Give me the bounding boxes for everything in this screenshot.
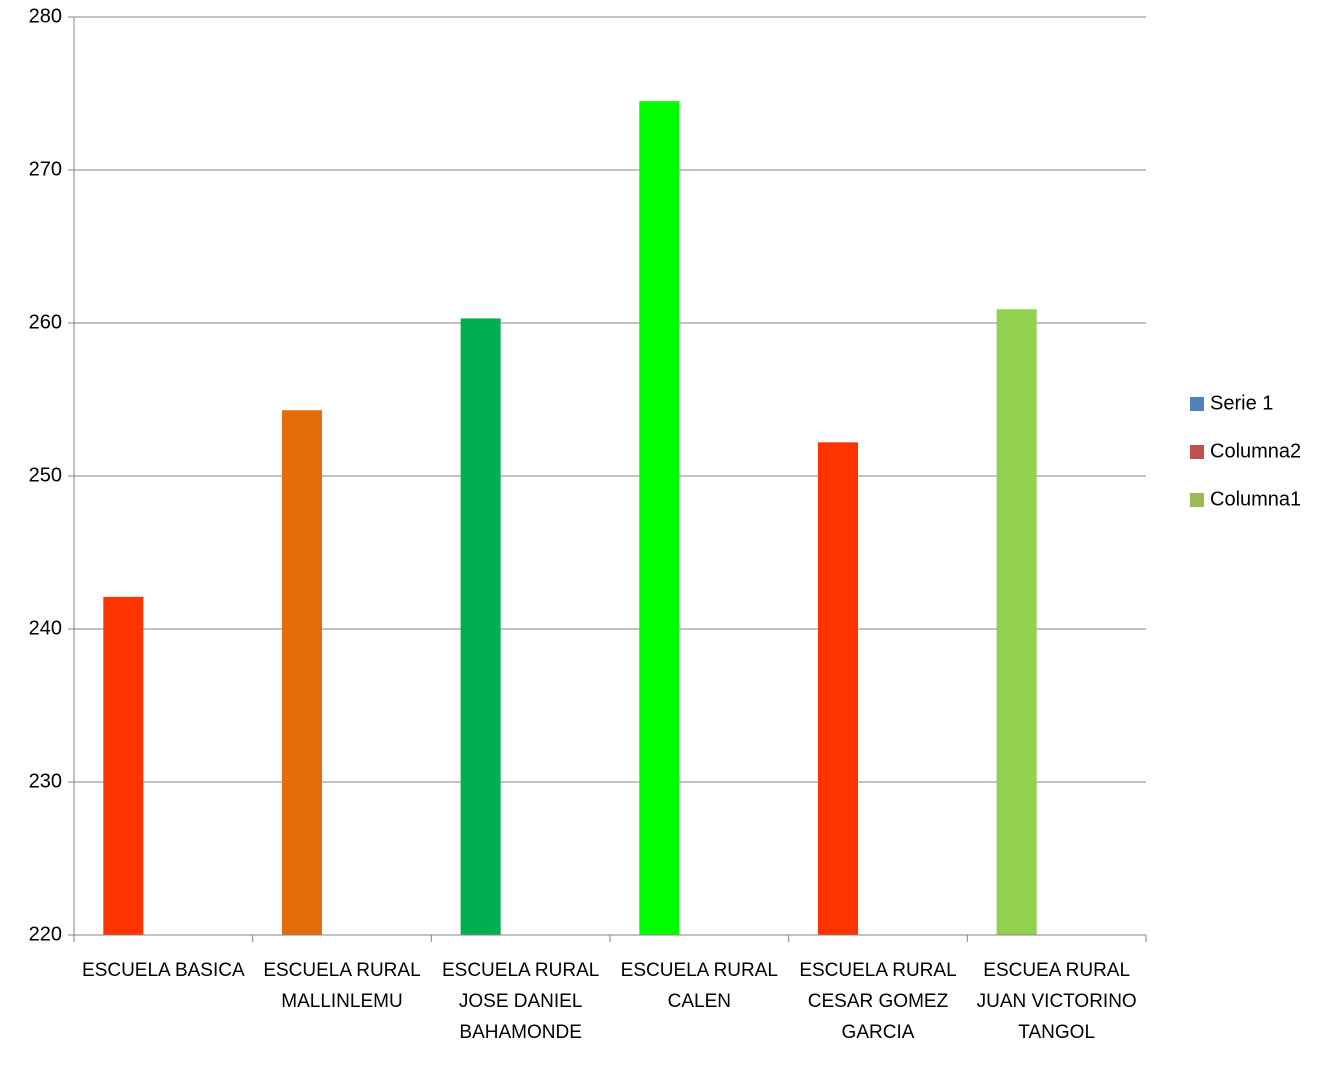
bar (103, 596, 144, 935)
x-tick-label: ESCUEA RURAL JUAN VICTORINO TANGOL (976, 960, 1137, 1043)
legend-label: Columna2 (1210, 440, 1301, 462)
x-tick-label: ESCUELA RURAL JOSE DANIEL BAHAMONDE (441, 960, 600, 1043)
legend-label: Serie 1 (1210, 392, 1273, 414)
legend-swatch (1190, 397, 1204, 411)
y-tick-label: 280 (29, 5, 62, 27)
bar (460, 318, 501, 935)
x-tick-label: ESCUELA RURAL MALLINLEMU (263, 960, 421, 1012)
y-tick-label: 270 (29, 158, 62, 180)
y-tick-label: 220 (29, 923, 62, 945)
bar (639, 101, 680, 935)
x-tick-label: ESCUELA RURAL CESAR GOMEZ GARCIA (799, 960, 957, 1043)
y-tick-label: 240 (29, 617, 62, 639)
bar (281, 410, 322, 936)
y-tick-label: 260 (29, 311, 62, 333)
legend-swatch (1190, 493, 1204, 507)
legend-label: Columna1 (1210, 488, 1301, 510)
legend-swatch (1190, 445, 1204, 459)
y-tick-label: 250 (29, 464, 62, 486)
bar (817, 442, 858, 935)
bar (996, 309, 1037, 936)
x-tick-label: ESCUELA RURAL CALEN (620, 960, 778, 1012)
x-tick-label: ESCUELA BASICA (82, 960, 245, 981)
y-tick-label: 230 (29, 770, 62, 792)
